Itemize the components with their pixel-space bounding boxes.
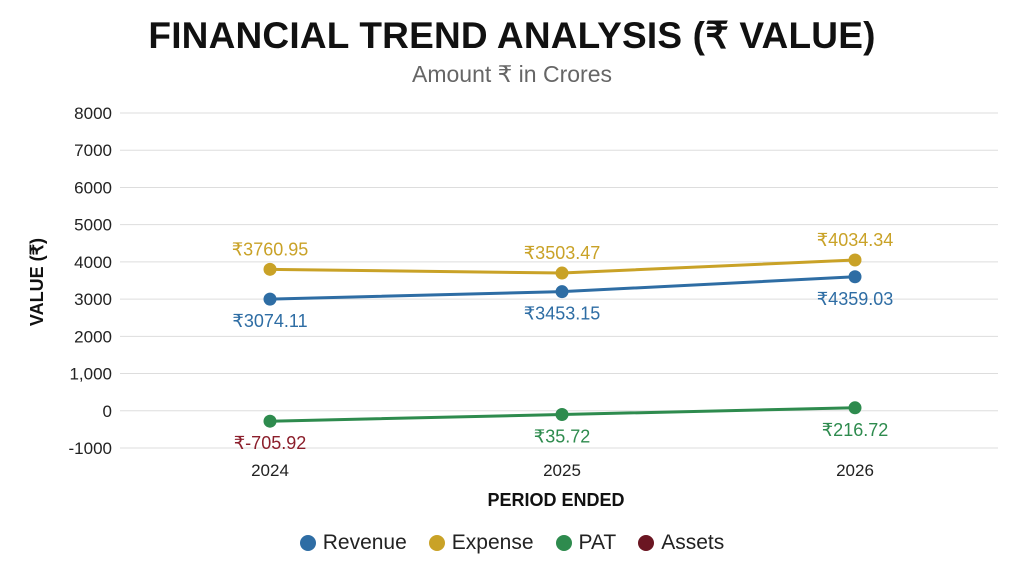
y-tick-label: 0 xyxy=(103,402,112,421)
y-tick-label: 6000 xyxy=(74,178,112,197)
data-point-expense xyxy=(263,262,277,276)
y-tick-label: -1000 xyxy=(69,439,112,458)
data-label-expense: ₹4034.34 xyxy=(817,230,894,250)
chart-subtitle: Amount ₹ in Crores xyxy=(412,61,612,87)
data-label-revenue: ₹3453.15 xyxy=(524,304,601,324)
y-tick-label: 3000 xyxy=(74,290,112,309)
y-tick-label: 7000 xyxy=(74,141,112,160)
legend-swatch-pat xyxy=(555,535,572,551)
x-axis-title: PERIOD ENDED xyxy=(487,490,624,510)
legend-item-pat: PAT xyxy=(555,531,617,555)
data-point-pat xyxy=(848,401,862,415)
legend-swatch-revenue xyxy=(299,535,316,551)
legend-item-expense: Expense xyxy=(428,531,534,555)
data-label-expense: ₹3503.47 xyxy=(524,243,601,263)
legend-swatch-assets xyxy=(638,535,655,551)
data-point-pat xyxy=(555,408,569,421)
y-tick-label: 8000 xyxy=(74,104,112,123)
data-label-revenue: ₹3074.11 xyxy=(232,311,307,331)
chart-legend: Revenue Expense PAT Assets xyxy=(0,531,1024,555)
legend-item-assets: Assets xyxy=(638,531,724,555)
legend-swatch-expense xyxy=(428,535,445,551)
legend-label-expense: Expense xyxy=(451,531,534,554)
data-point-expense xyxy=(555,266,569,280)
data-label-pat: ₹35.72 xyxy=(534,427,591,447)
data-label-pat: ₹-705.92 xyxy=(234,433,307,453)
chart-title: FINANCIAL TREND ANALYSIS (₹ VALUE) xyxy=(148,15,876,56)
data-point-pat xyxy=(263,414,277,428)
x-tick-label: 2026 xyxy=(836,461,874,480)
y-tick-label: 4000 xyxy=(74,253,112,272)
y-tick-label: 2000 xyxy=(74,327,112,346)
data-label-expense: ₹3760.95 xyxy=(232,239,309,259)
legend-label-assets: Assets xyxy=(661,531,725,554)
legend-label-revenue: Revenue xyxy=(322,531,407,554)
data-point-revenue xyxy=(555,285,569,299)
data-point-revenue xyxy=(848,270,862,284)
x-tick-label: 2024 xyxy=(251,461,289,480)
legend-item-revenue: Revenue xyxy=(299,531,407,555)
legend-label-pat: PAT xyxy=(578,531,617,554)
x-tick-label: 2025 xyxy=(543,461,581,480)
data-point-expense xyxy=(848,253,862,267)
data-point-revenue xyxy=(263,292,277,306)
y-axis-title: VALUE (₹) xyxy=(27,238,47,326)
data-label-revenue: ₹4359.03 xyxy=(817,289,894,309)
y-tick-label: 1,000 xyxy=(69,365,112,384)
data-label-pat: ₹216.72 xyxy=(822,420,889,440)
y-tick-label: 5000 xyxy=(74,216,112,235)
